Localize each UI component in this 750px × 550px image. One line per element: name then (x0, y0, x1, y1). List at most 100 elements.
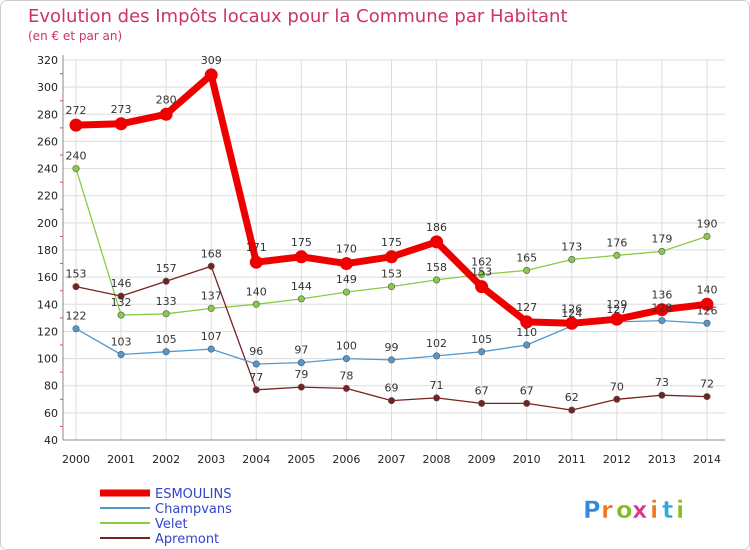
data-point-apremont (162, 277, 170, 285)
data-label-velet: 190 (696, 217, 717, 230)
data-point-apremont (703, 393, 711, 401)
data-point-champvans (703, 319, 711, 327)
data-point-esmoulins (610, 312, 624, 326)
data-label-champvans: 97 (294, 344, 308, 357)
grid (63, 59, 725, 441)
data-point-champvans (433, 352, 441, 360)
y-tick-label: 220 (37, 190, 58, 203)
data-label-velet: 173 (561, 241, 582, 254)
data-point-esmoulins (69, 118, 83, 132)
data-label-apremont: 73 (655, 376, 669, 389)
data-label-velet: 158 (426, 261, 447, 274)
y-tick-label: 200 (37, 217, 58, 230)
data-label-esmoulins: 127 (516, 301, 537, 314)
data-label-champvans: 107 (201, 330, 222, 343)
data-point-champvans (117, 350, 125, 358)
axes: 40 60 80 100 120 140 160 180 200 220 240 260 280 300 3… (37, 54, 725, 466)
data-label-champvans: 122 (66, 310, 87, 323)
data-point-apremont (613, 395, 621, 403)
data-point-velet (162, 310, 170, 318)
data-point-apremont (297, 383, 305, 391)
data-point-esmoulins (565, 316, 579, 330)
data-point-champvans (72, 325, 80, 333)
data-label-apremont: 67 (475, 384, 489, 397)
data-label-esmoulins: 129 (606, 298, 627, 311)
data-label-champvans: 127 (606, 303, 627, 316)
data-label-velet: 140 (246, 285, 267, 298)
data-label-champvans: 105 (156, 333, 177, 346)
data-point-champvans (207, 345, 215, 353)
data-label-apremont: 72 (700, 378, 714, 391)
x-tick-label: 2006 (332, 453, 360, 466)
data-point-esmoulins (159, 107, 173, 121)
data-label-velet: 179 (651, 232, 672, 245)
data-label-esmoulins: 175 (291, 236, 312, 249)
x-tick-label: 2010 (513, 453, 541, 466)
y-tick-label: 240 (37, 163, 58, 176)
data-point-apremont (207, 262, 215, 270)
y-tick-label: 60 (44, 407, 58, 420)
data-point-apremont (117, 292, 125, 300)
data-label-velet: 132 (111, 296, 132, 309)
x-tick-label: 2012 (603, 453, 631, 466)
data-label-velet: 144 (291, 280, 312, 293)
data-point-apremont (568, 406, 576, 414)
data-point-velet (703, 232, 711, 240)
data-label-velet: 149 (336, 273, 357, 286)
x-tick-label: 2003 (197, 453, 225, 466)
x-tick-label: 2009 (468, 453, 496, 466)
x-tick-label: 2000 (62, 453, 90, 466)
data-label-esmoulins: 186 (426, 221, 447, 234)
data-point-apremont (72, 283, 80, 291)
legend-label-esmoulins: ESMOULINS (155, 487, 231, 502)
x-tick-label: 2014 (693, 453, 721, 466)
data-label-champvans: 103 (111, 336, 132, 349)
data-point-velet (117, 311, 125, 319)
logo-letter: P (583, 496, 601, 524)
x-tick-label: 2005 (287, 453, 315, 466)
x-tick-label: 2013 (648, 453, 676, 466)
data-point-esmoulins (655, 303, 669, 317)
data-label-champvans: 124 (561, 307, 582, 320)
data-label-apremont: 70 (610, 380, 624, 393)
y-tick-label: 100 (37, 353, 58, 366)
x-tick-label: 2007 (377, 453, 405, 466)
data-label-champvans: 96 (249, 345, 263, 358)
data-label-apremont: 69 (384, 382, 398, 395)
data-label-apremont: 153 (66, 268, 87, 281)
logo-letter: r (601, 496, 613, 524)
y-tick-label: 160 (37, 271, 58, 284)
data-point-apremont (523, 399, 531, 407)
data-point-esmoulins (700, 297, 714, 311)
data-label-velet: 176 (606, 236, 627, 249)
data-point-champvans (162, 348, 170, 356)
y-tick-label: 280 (37, 108, 58, 121)
legend-label-champvans: Champvans (155, 502, 232, 517)
data-point-champvans (387, 356, 395, 364)
y-tick-label: 180 (37, 244, 58, 257)
logo-letter: i (676, 496, 684, 524)
x-tick-label: 2011 (558, 453, 586, 466)
data-label-esmoulins: 140 (696, 283, 717, 296)
data-point-velet (523, 266, 531, 274)
data-label-champvans: 110 (516, 326, 537, 339)
data-point-champvans (297, 359, 305, 367)
data-label-apremont: 168 (201, 247, 222, 260)
data-label-champvans: 126 (696, 304, 717, 317)
data-point-champvans (658, 317, 666, 325)
logo-letter: x (632, 496, 648, 524)
y-tick-label: 300 (37, 81, 58, 94)
data-point-esmoulins (294, 250, 308, 264)
x-tick-label: 2002 (152, 453, 180, 466)
data-point-apremont (252, 386, 260, 394)
data-label-champvans: 128 (651, 302, 672, 315)
y-tick-label: 80 (44, 380, 58, 393)
data-label-champvans: 105 (471, 333, 492, 346)
data-label-esmoulins: 309 (201, 54, 222, 67)
data-label-esmoulins: 126 (561, 302, 582, 315)
x-tick-label: 2008 (423, 453, 451, 466)
data-point-velet (297, 295, 305, 303)
